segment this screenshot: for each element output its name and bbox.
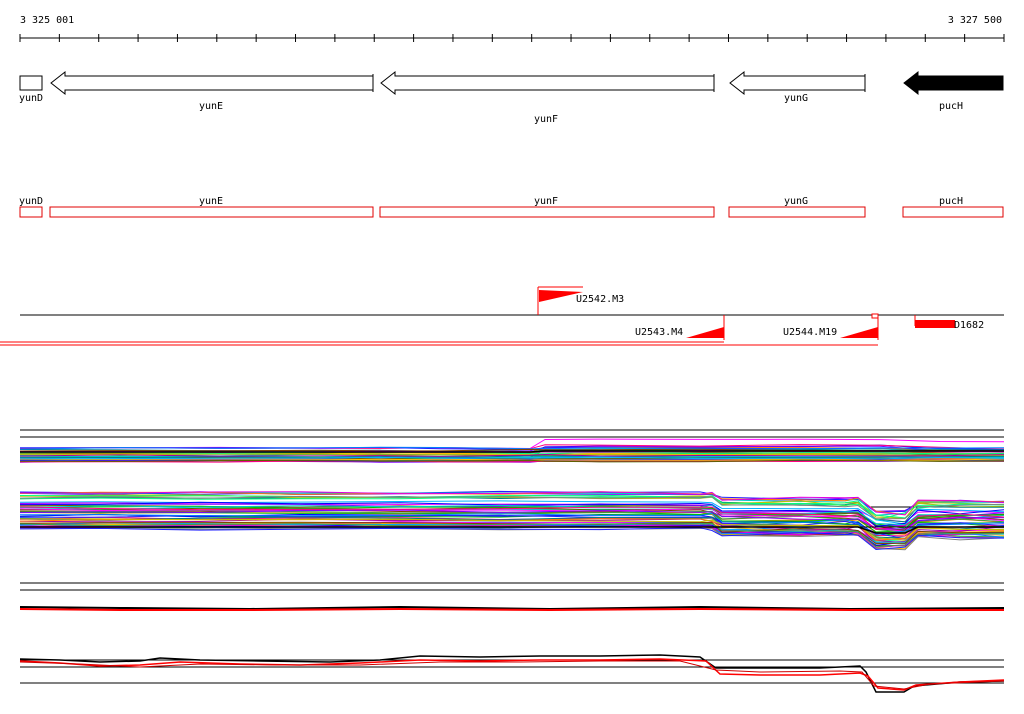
gene-arrow-yunD[interactable] xyxy=(19,75,43,91)
panel4-profile-red xyxy=(19,658,1005,691)
ruler-end-label: 3 327 500 xyxy=(948,15,1002,26)
ruler-start-label: 3 325 001 xyxy=(20,15,74,26)
transcript-label-U2544: U2544.M19 xyxy=(783,327,837,338)
gene-label-pucH: pucH xyxy=(939,101,963,112)
gene-label-yunF: yunF xyxy=(534,114,558,125)
panel1-profile xyxy=(19,456,1005,460)
transcript-marker-U2544 xyxy=(871,313,879,319)
panel1-profile-black xyxy=(20,450,1004,453)
panel2-profile xyxy=(19,495,1005,520)
transcript-wedge-U2542[interactable] xyxy=(539,290,583,302)
gene-label-yunE: yunE xyxy=(199,101,223,112)
panel2-profile xyxy=(19,491,1005,516)
transcript-label-U2542: U2542.M3 xyxy=(576,294,624,305)
panel2-profile xyxy=(19,512,1005,535)
panel4-profile-darkred xyxy=(19,660,1005,690)
expression-panel-2 xyxy=(19,490,1005,551)
expression-panel-4 xyxy=(19,654,1005,693)
annotation-label-yunE: yunE xyxy=(199,196,223,207)
transcript-block-D1682[interactable] xyxy=(915,320,955,328)
gene-track: yunD yunE yunF yunG pucH xyxy=(19,70,1004,125)
panel2-profile xyxy=(19,527,1005,551)
gene-label-yunG: yunG xyxy=(784,93,808,104)
expression-panel-1 xyxy=(19,429,1005,463)
panel2-profile xyxy=(19,505,1005,529)
coordinate-ruler: 3 325 001 3 327 500 xyxy=(19,15,1005,42)
transcript-label-D1682: D1682 xyxy=(954,320,984,331)
panel2-profile xyxy=(19,504,1005,526)
gene-label-yunD: yunD xyxy=(19,93,43,104)
gene-arrow-yunE[interactable] xyxy=(50,70,374,96)
panel4-profile-black xyxy=(19,654,1005,693)
panel2-profile xyxy=(19,518,1004,541)
transcript-track: U2542.M3 U2543.M4 U2544.M19 D1682 xyxy=(0,286,1004,346)
gene-arrow-pucH[interactable] xyxy=(903,70,1004,96)
transcript-label-U2543: U2543.M4 xyxy=(635,327,683,338)
annotation-label-yunG: yunG xyxy=(784,196,808,207)
annotation-box-yunE[interactable] xyxy=(49,206,374,218)
transcript-wedge-U2543[interactable] xyxy=(686,327,724,338)
gene-arrow-yunG[interactable] xyxy=(729,70,866,96)
expression-panel-3 xyxy=(19,582,1005,612)
panel1-profile xyxy=(19,453,1005,457)
panel1-profile xyxy=(19,446,1005,450)
annotation-box-yunD[interactable] xyxy=(19,206,43,218)
annotation-box-yunG[interactable] xyxy=(728,206,866,218)
panel1-profile xyxy=(19,455,1005,459)
annotation-label-yunF: yunF xyxy=(534,196,558,207)
panel1-profile xyxy=(19,451,1005,455)
transcript-wedge-U2544[interactable] xyxy=(840,327,878,338)
annotation-label-pucH: pucH xyxy=(939,196,963,207)
annotation-track: yunD yunE yunF yunG pucH xyxy=(19,196,1004,218)
ruler-ticks xyxy=(19,34,1005,42)
gene-arrow-yunF[interactable] xyxy=(380,70,715,96)
panel2-profile xyxy=(19,501,1005,527)
annotation-box-pucH[interactable] xyxy=(902,206,1004,218)
panel2-profiles xyxy=(19,490,1005,551)
panel3-profile-black xyxy=(19,605,1005,611)
panel1-profiles xyxy=(19,438,1005,463)
panel1-profile xyxy=(19,459,1005,463)
panel2-profile xyxy=(19,524,1005,549)
panel2-profile xyxy=(19,509,1005,530)
annotation-label-yunD: yunD xyxy=(19,196,43,207)
annotation-box-yunF[interactable] xyxy=(379,206,715,218)
panel3-profile-red xyxy=(19,607,1004,612)
panel2-profile xyxy=(19,508,1005,532)
panel2-profile xyxy=(19,506,1005,530)
panel2-profile xyxy=(19,527,1005,551)
